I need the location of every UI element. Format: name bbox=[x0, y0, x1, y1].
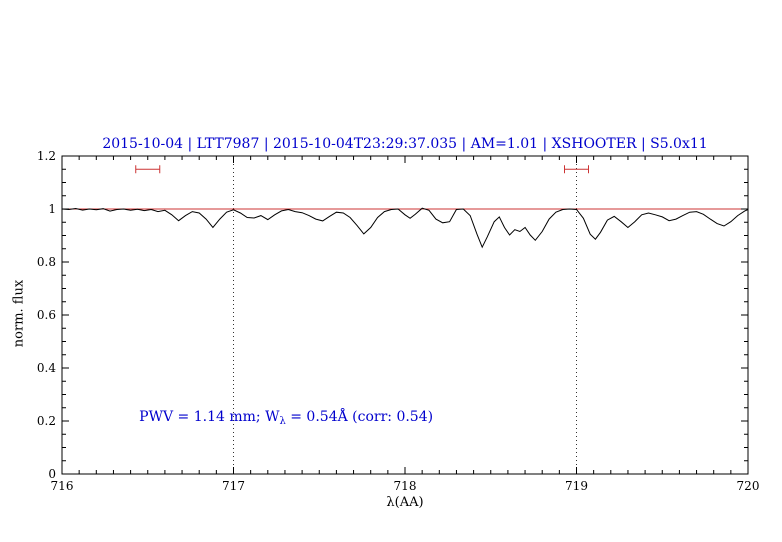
x-tick-label: 720 bbox=[737, 479, 760, 493]
plot-title: 2015-10-04 | LTT7987 | 2015-10-04T23:29:… bbox=[102, 136, 708, 152]
x-axis-label: λ(AA) bbox=[386, 495, 424, 510]
x-tick-label: 716 bbox=[51, 479, 74, 493]
pwv-annotation: PWV = 1.14 mm; Wλ = 0.54Å (corr: 0.54) bbox=[139, 407, 433, 427]
y-tick-label: 1 bbox=[48, 202, 56, 216]
y-tick-label: 0.6 bbox=[37, 308, 56, 322]
x-tick-label: 718 bbox=[394, 479, 417, 493]
spectrum-line bbox=[61, 207, 749, 249]
x-tick-label: 717 bbox=[222, 479, 245, 493]
y-tick-label: 0 bbox=[48, 467, 56, 481]
y-tick-label: 0.8 bbox=[37, 255, 56, 269]
y-tick-label: 0.2 bbox=[37, 414, 56, 428]
y-tick-label: 1.2 bbox=[37, 149, 56, 163]
y-tick-label: 0.4 bbox=[37, 361, 56, 375]
axis-box bbox=[61, 155, 749, 475]
x-tick-label: 719 bbox=[565, 479, 588, 493]
